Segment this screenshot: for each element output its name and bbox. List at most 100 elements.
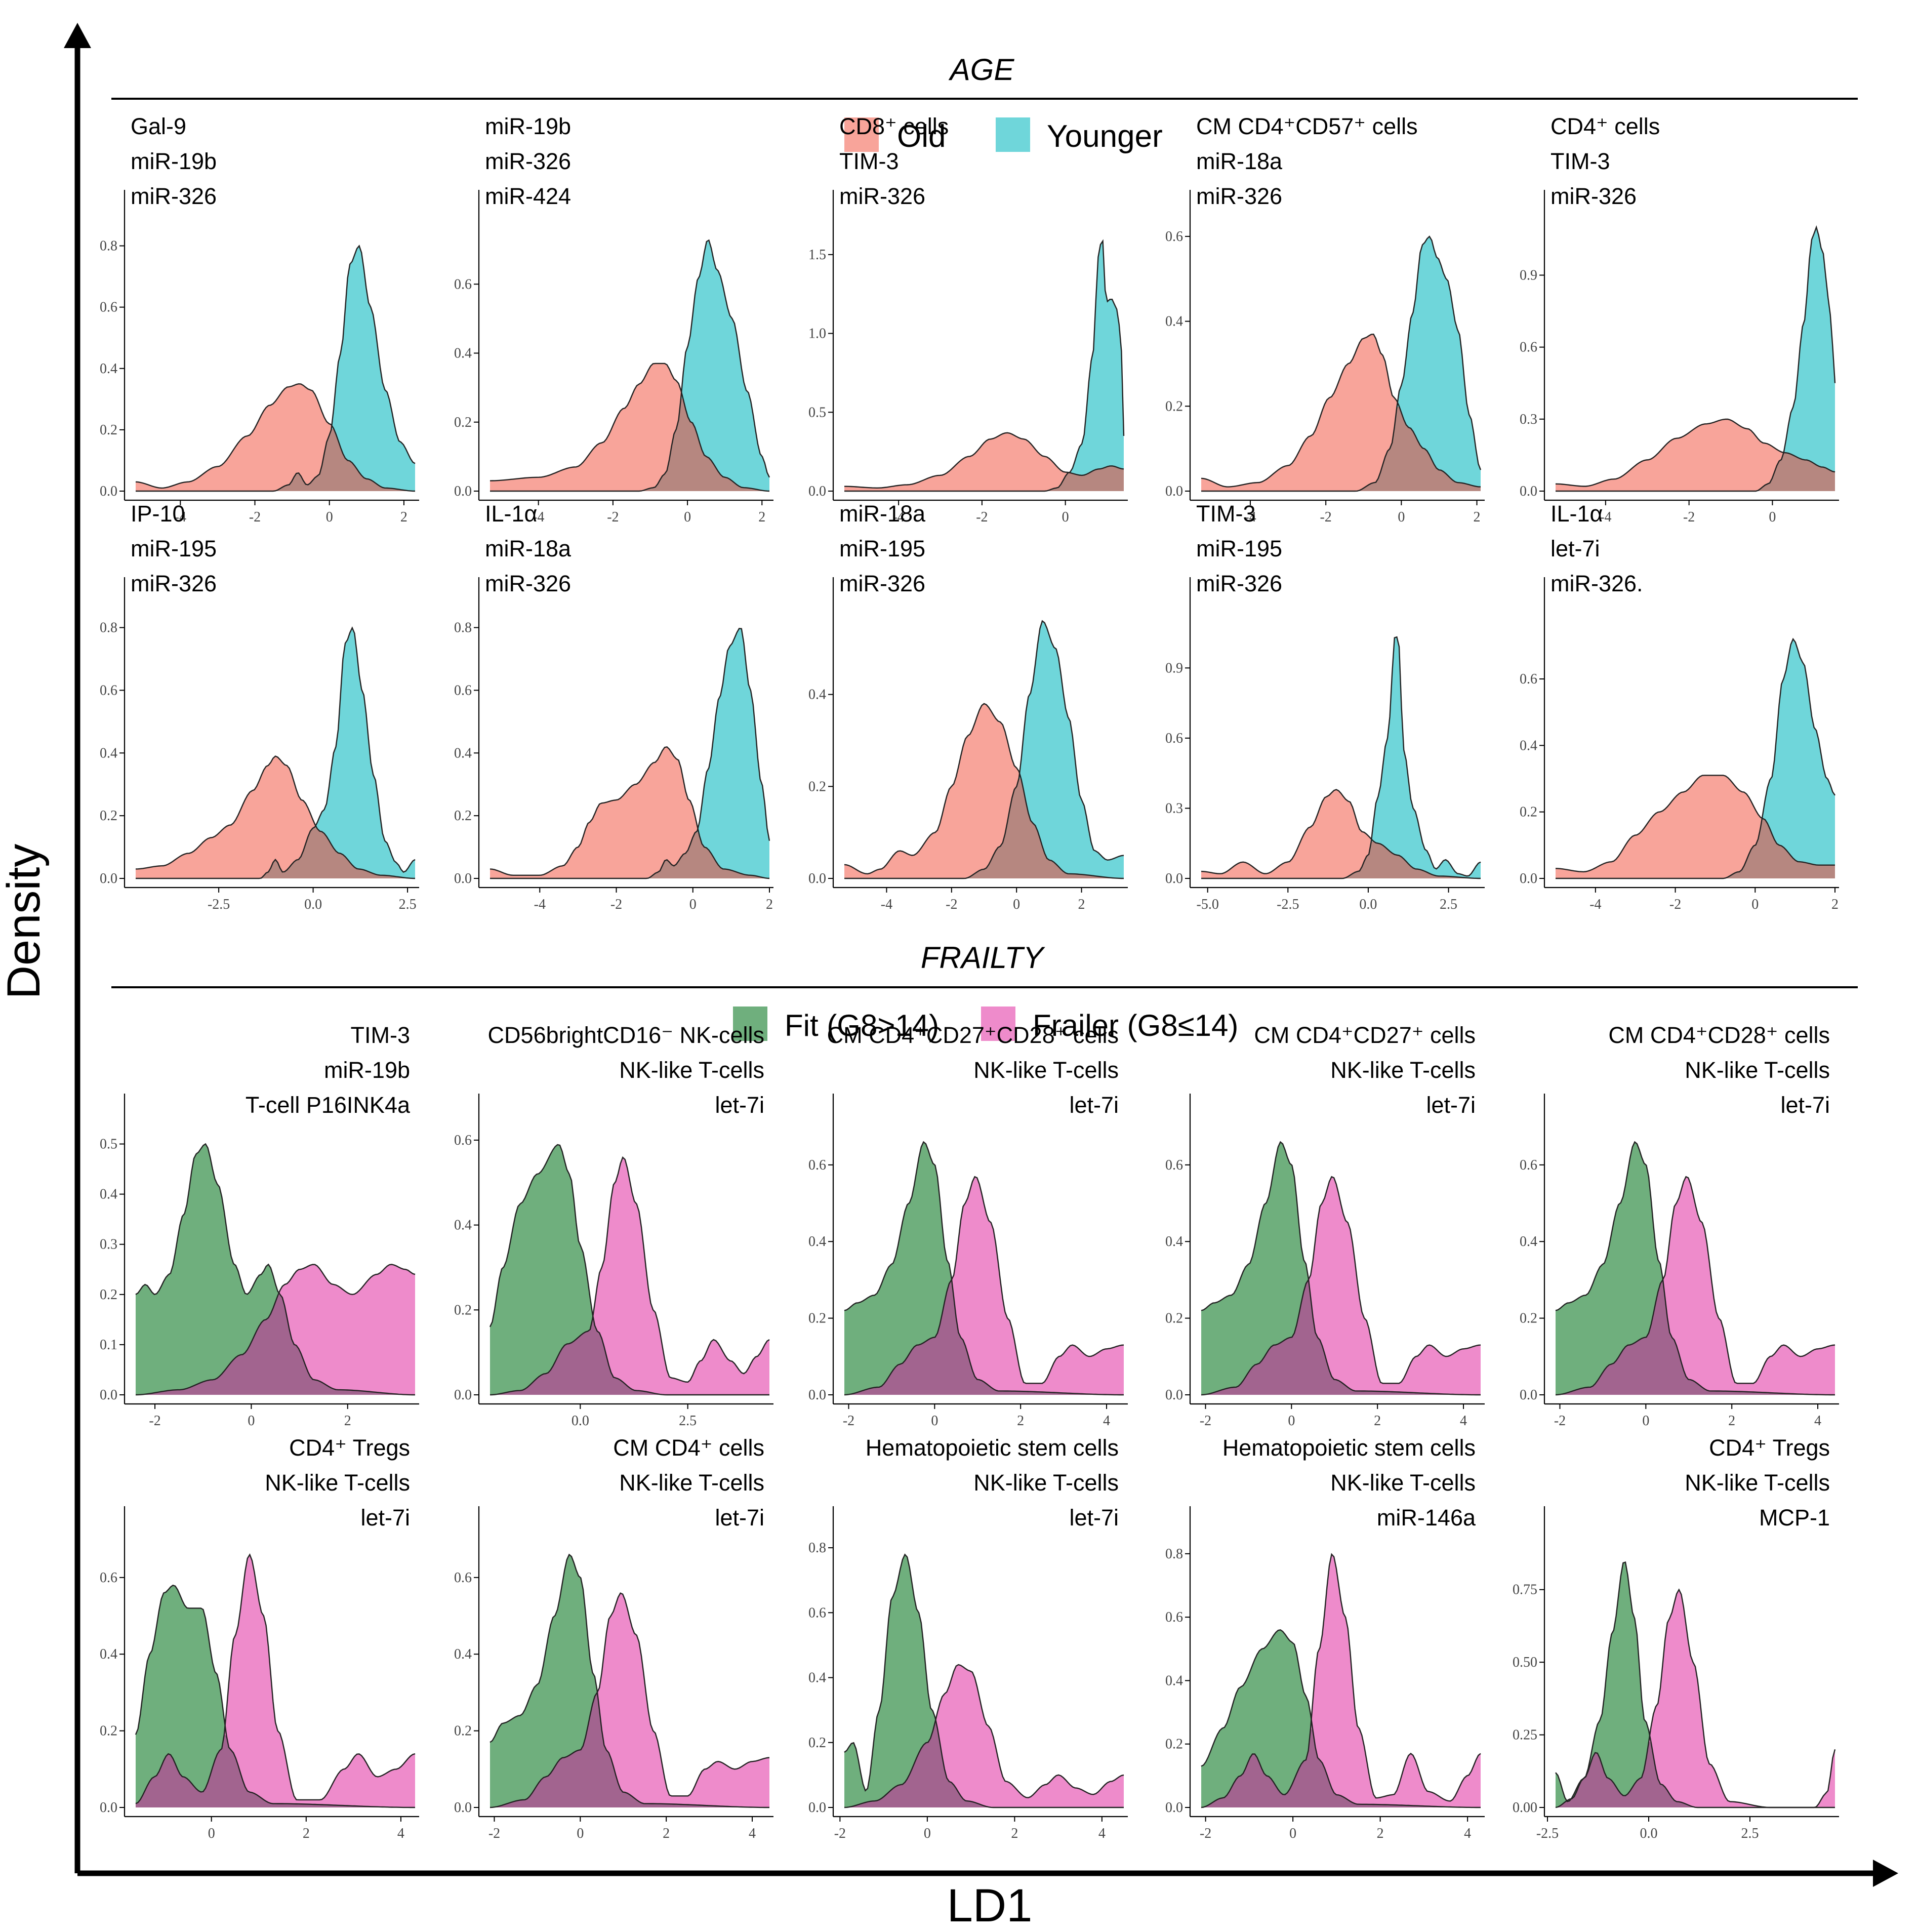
x-tick-label: 4	[1460, 1413, 1467, 1429]
y-tick-label: 0.6	[100, 682, 117, 698]
panel-17: 0.0 0.2 0.4 0.6 -2 0 2 4 CM CD4⁺ cells NK-like T-…	[454, 1435, 773, 1841]
panel-label: miR-326	[1550, 183, 1637, 209]
panel-label: NK-like T-cells	[1685, 1470, 1830, 1496]
density-area-frailer	[1556, 1177, 1835, 1395]
legend-swatch-younger	[996, 117, 1030, 152]
panel-label: NK-like T-cells	[973, 1057, 1119, 1083]
x-tick-label: 2	[663, 1826, 670, 1841]
y-tick-label: 0.2	[808, 1311, 826, 1326]
x-tick-label: 0	[931, 1413, 938, 1429]
density-overlap	[136, 827, 415, 878]
density-overlap	[136, 428, 415, 491]
panel-3: 0.0 0.5 1.0 1.5 -4 -2 0 CD8⁺ cells TIM-3 miR-326	[808, 113, 1128, 525]
density-area-frailer	[490, 1593, 769, 1807]
panel-label: miR-326	[839, 183, 925, 209]
y-tick-label: 0.5	[808, 405, 826, 420]
density-line-younger	[1201, 636, 1481, 879]
y-tick-label: 0.6	[454, 682, 472, 698]
density-line-fit	[844, 1553, 1124, 1808]
y-tick-label: 0.0	[808, 484, 826, 499]
density-line-younger	[844, 620, 1124, 879]
panel-label: miR-146a	[1377, 1505, 1476, 1531]
density-line-frailer	[489, 1156, 770, 1396]
x-tick-label: 2	[1831, 897, 1839, 912]
y-tick-label: 0.0	[1165, 1387, 1183, 1403]
x-tick-label: 0.0	[572, 1413, 589, 1429]
panel-label: NK-like T-cells	[1685, 1057, 1830, 1083]
panel-label: CD4⁺ Tregs	[1709, 1435, 1830, 1461]
density-area-fit	[490, 1554, 769, 1807]
density-line-fit	[1201, 1629, 1481, 1808]
y-axis-arrowhead	[64, 23, 91, 48]
x-tick-label: 0	[577, 1826, 584, 1841]
y-tick-label: 0.2	[808, 1735, 826, 1751]
density-area-fit	[490, 1144, 769, 1395]
density-overlap	[1556, 1742, 1835, 1807]
x-tick-label: 0.0	[304, 897, 322, 912]
x-tick-label: -4	[881, 897, 892, 912]
panel-label: CM CD4⁺CD27⁺ cells	[1254, 1022, 1476, 1048]
y-tick-label: 0.9	[1165, 660, 1183, 676]
panel-label: Hematopoietic stem cells	[866, 1435, 1119, 1461]
x-tick-label: 2	[1474, 509, 1481, 525]
density-overlap	[1201, 1727, 1481, 1807]
panel-label: miR-18a	[1196, 148, 1283, 174]
density-area-frailer	[1201, 1177, 1481, 1395]
x-tick-label: 0.0	[1640, 1826, 1658, 1841]
y-tick-label: 0.4	[1165, 1673, 1183, 1688]
density-area-younger	[1201, 236, 1481, 491]
x-tick-label: 2	[303, 1826, 310, 1841]
y-tick-label: 0.2	[100, 1723, 117, 1739]
density-area-fit	[1201, 1142, 1481, 1395]
panel-label: miR-19b	[485, 113, 571, 139]
x-tick-label: 2.5	[679, 1413, 697, 1429]
legend-label-younger: Younger	[1047, 119, 1163, 154]
x-tick-label: 0	[248, 1413, 255, 1429]
panel-label: CM CD4⁺CD27⁺CD28⁺ cells	[827, 1022, 1119, 1048]
y-tick-label: 0.6	[100, 1570, 117, 1586]
y-tick-label: 0.8	[1165, 1546, 1183, 1562]
density-overlap	[844, 1280, 1124, 1395]
x-tick-label: 2.5	[399, 897, 417, 912]
density-line-fit	[1201, 1141, 1481, 1396]
panel-label: let-7i	[1550, 536, 1600, 561]
y-tick-label: 0.0	[1520, 1387, 1537, 1403]
x-tick-label: 2	[1374, 1413, 1381, 1429]
x-tick-label: 0	[1289, 1826, 1296, 1841]
panel-label: let-7i	[1069, 1505, 1119, 1531]
y-tick-label: 0.2	[1520, 804, 1537, 820]
density-line-old	[844, 432, 1124, 489]
panel-label: miR-195	[1196, 536, 1282, 561]
panel-label: let-7i	[715, 1505, 764, 1531]
density-area-frailer	[844, 1177, 1124, 1395]
x-tick-label: -4	[892, 509, 904, 525]
y-tick-label: 0.4	[100, 1187, 117, 1202]
density-area-frailer	[490, 1157, 769, 1395]
density-line-fit	[1555, 1141, 1835, 1396]
x-tick-label: -2	[1200, 1826, 1211, 1841]
density-area-old	[1201, 789, 1481, 878]
density-area-younger	[136, 246, 415, 491]
y-tick-label: 0.0	[808, 871, 826, 887]
x-tick-label: -2	[1683, 509, 1695, 525]
density-line-old	[1201, 789, 1481, 879]
panel-label: let-7i	[1069, 1092, 1119, 1118]
panel-label: miR-326	[485, 571, 571, 596]
x-tick-label: 2	[400, 509, 407, 525]
panel-label: MCP-1	[1759, 1505, 1830, 1531]
x-tick-label: -2	[610, 897, 622, 912]
y-tick-label: 0.4	[1165, 1234, 1183, 1250]
y-tick-label: 0.6	[1165, 1157, 1183, 1173]
y-tick-label: 0.2	[454, 808, 472, 824]
x-tick-label: 2.5	[1741, 1826, 1759, 1841]
panel-label: let-7i	[1426, 1092, 1476, 1118]
density-line-frailer	[1555, 1588, 1836, 1808]
x-tick-label: 0	[1398, 509, 1405, 525]
x-tick-label: 2	[766, 897, 773, 912]
panel-label: CD56brightCD16⁻ NK-cells	[488, 1022, 764, 1048]
y-tick-label: 0.2	[100, 422, 117, 438]
frailty-section-title: FRAILTY	[921, 941, 1045, 975]
panel-10: 0.0 0.2 0.4 0.6 -4 -2 0 2 IL-1α let-7i miR-326.	[1520, 501, 1839, 912]
x-tick-label: -2	[1669, 897, 1681, 912]
x-tick-label: 0	[1062, 509, 1069, 525]
